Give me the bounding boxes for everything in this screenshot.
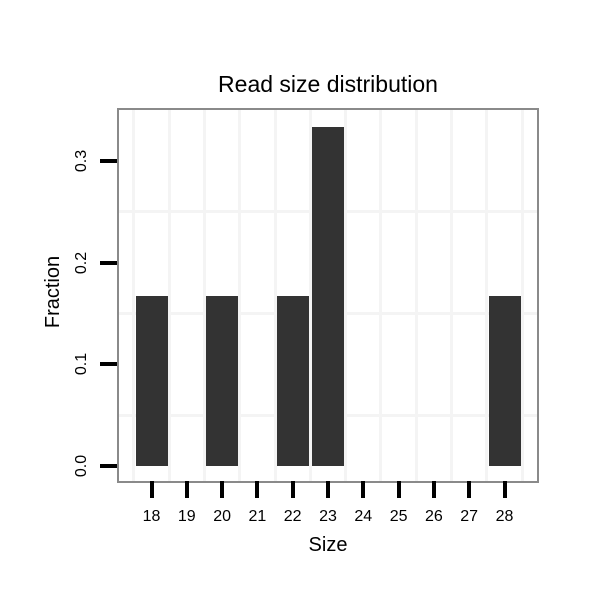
gridline-x <box>450 110 454 481</box>
x-tick-mark <box>502 481 507 498</box>
gridline-x <box>167 110 171 481</box>
bar <box>276 296 309 466</box>
x-tick-label: 28 <box>495 508 514 525</box>
x-tick-label: 23 <box>319 508 337 525</box>
gridline-x <box>520 110 524 481</box>
gridline-x <box>485 110 489 481</box>
y-tick-label: 0.1 <box>73 353 90 376</box>
gridline-x <box>238 110 242 481</box>
y-tick-label: 0.2 <box>73 251 90 274</box>
y-tick-label: 0.3 <box>73 149 90 173</box>
gridline-x <box>202 110 206 481</box>
y-axis-title: Fraction <box>42 255 64 329</box>
x-tick-mark <box>255 481 260 498</box>
x-tick-label: 25 <box>389 508 408 525</box>
gridline-x <box>344 110 348 481</box>
gridline-x <box>273 110 277 481</box>
plot-panel <box>117 108 539 483</box>
bar <box>135 296 168 466</box>
x-tick-label: 26 <box>424 508 443 525</box>
x-tick-mark <box>290 481 295 498</box>
x-tick-mark <box>431 481 436 498</box>
x-tick-label: 21 <box>248 508 267 525</box>
y-tick-label: 0.0 <box>73 454 90 478</box>
x-tick-label: 20 <box>213 508 231 525</box>
x-tick-mark <box>220 481 225 498</box>
gridline-x <box>414 110 418 481</box>
y-tick-mark <box>100 158 117 163</box>
x-tick-mark <box>396 481 401 498</box>
bar <box>206 296 239 466</box>
x-tick-mark <box>361 481 366 498</box>
gridline-x <box>379 110 383 481</box>
x-tick-mark <box>326 481 330 498</box>
y-tick-mark <box>100 260 117 265</box>
bar <box>312 127 344 466</box>
gridline-x <box>132 110 136 481</box>
x-tick-label: 18 <box>142 508 161 525</box>
gridline-x <box>308 110 312 481</box>
x-tick-label: 22 <box>283 508 302 525</box>
x-tick-label: 24 <box>354 508 373 525</box>
x-tick-mark <box>467 481 472 498</box>
x-tick-mark <box>149 481 154 498</box>
chart-title: Read size distribution <box>218 71 438 97</box>
x-tick-label: 19 <box>177 508 196 525</box>
x-tick-mark <box>184 481 189 498</box>
x-tick-label: 27 <box>460 508 479 525</box>
y-tick-mark <box>100 464 117 468</box>
bar <box>488 296 521 466</box>
x-axis-title: Size <box>308 534 348 556</box>
y-tick-mark <box>100 362 117 367</box>
